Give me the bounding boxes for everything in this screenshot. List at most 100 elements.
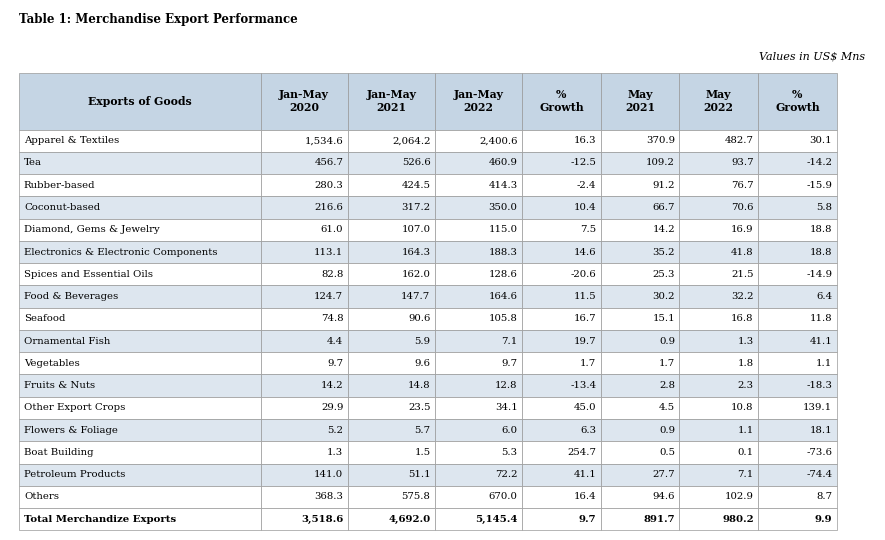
Bar <box>19 130 260 152</box>
Text: 1.3: 1.3 <box>737 336 754 346</box>
Bar <box>260 308 348 330</box>
Bar <box>19 441 260 463</box>
Text: 0.9: 0.9 <box>659 426 675 435</box>
Bar <box>522 241 601 263</box>
Bar <box>348 308 435 330</box>
Text: 670.0: 670.0 <box>489 492 518 502</box>
Bar <box>522 441 601 463</box>
Text: Diamond, Gems & Jewelry: Diamond, Gems & Jewelry <box>24 225 159 234</box>
Text: -12.5: -12.5 <box>571 158 596 167</box>
Text: 1.7: 1.7 <box>580 359 596 368</box>
Bar <box>680 241 758 263</box>
Bar <box>435 508 522 530</box>
Text: 6.0: 6.0 <box>502 426 518 435</box>
Bar <box>758 130 836 152</box>
Text: 15.1: 15.1 <box>652 314 675 323</box>
Text: 90.6: 90.6 <box>408 314 430 323</box>
Text: May
2021: May 2021 <box>625 89 655 113</box>
Bar <box>758 73 836 130</box>
Bar <box>680 397 758 419</box>
Text: 10.8: 10.8 <box>731 403 754 413</box>
Bar <box>758 486 836 508</box>
Bar <box>522 486 601 508</box>
Text: Seafood: Seafood <box>24 314 65 323</box>
Bar <box>758 397 836 419</box>
Bar <box>435 130 522 152</box>
Bar <box>348 152 435 174</box>
Bar <box>601 508 680 530</box>
Text: 216.6: 216.6 <box>314 203 343 212</box>
Text: Electronics & Electronic Components: Electronics & Electronic Components <box>24 247 218 256</box>
Text: -73.6: -73.6 <box>806 448 832 457</box>
Bar <box>758 441 836 463</box>
Text: 891.7: 891.7 <box>643 515 675 524</box>
Bar <box>435 397 522 419</box>
Bar <box>260 174 348 197</box>
Bar <box>435 73 522 130</box>
Bar <box>19 308 260 330</box>
Text: 9.6: 9.6 <box>414 359 430 368</box>
Bar <box>435 308 522 330</box>
Text: 9.7: 9.7 <box>579 515 596 524</box>
Bar <box>348 241 435 263</box>
Text: 16.3: 16.3 <box>573 136 596 145</box>
Bar <box>19 263 260 286</box>
Bar <box>348 463 435 486</box>
Bar <box>522 219 601 241</box>
Text: Other Export Crops: Other Export Crops <box>24 403 126 413</box>
Bar <box>601 197 680 219</box>
Bar <box>522 397 601 419</box>
Text: -13.4: -13.4 <box>570 381 596 390</box>
Bar <box>522 352 601 374</box>
Text: -18.3: -18.3 <box>806 381 832 390</box>
Text: -74.4: -74.4 <box>806 470 832 479</box>
Text: 414.3: 414.3 <box>489 181 518 190</box>
Text: 93.7: 93.7 <box>731 158 754 167</box>
Text: %
Growth: % Growth <box>775 89 820 113</box>
Bar <box>680 308 758 330</box>
Bar <box>435 286 522 308</box>
Text: 5.8: 5.8 <box>816 203 832 212</box>
Text: 74.8: 74.8 <box>320 314 343 323</box>
Bar <box>19 286 260 308</box>
Text: 102.9: 102.9 <box>725 492 754 502</box>
Text: 6.4: 6.4 <box>816 292 832 301</box>
Bar <box>19 73 260 130</box>
Text: 9.7: 9.7 <box>502 359 518 368</box>
Text: 82.8: 82.8 <box>321 270 343 279</box>
Text: 72.2: 72.2 <box>495 470 518 479</box>
Text: 147.7: 147.7 <box>401 292 430 301</box>
Text: 76.7: 76.7 <box>731 181 754 190</box>
Bar <box>680 130 758 152</box>
Bar <box>348 508 435 530</box>
Bar <box>522 130 601 152</box>
Bar <box>348 374 435 397</box>
Text: 21.5: 21.5 <box>731 270 754 279</box>
Text: 980.2: 980.2 <box>722 515 754 524</box>
Text: 1.5: 1.5 <box>414 448 430 457</box>
Bar <box>680 73 758 130</box>
Text: 14.8: 14.8 <box>408 381 430 390</box>
Bar <box>601 419 680 441</box>
Text: 2,400.6: 2,400.6 <box>479 136 518 145</box>
Bar <box>435 241 522 263</box>
Text: 30.1: 30.1 <box>810 136 832 145</box>
Bar <box>601 330 680 352</box>
Text: Spices and Essential Oils: Spices and Essential Oils <box>24 270 153 279</box>
Text: 9.9: 9.9 <box>815 515 832 524</box>
Text: 10.4: 10.4 <box>573 203 596 212</box>
Text: Values in US$ Mns: Values in US$ Mns <box>759 51 866 62</box>
Bar <box>260 241 348 263</box>
Bar <box>435 486 522 508</box>
Text: 526.6: 526.6 <box>402 158 430 167</box>
Bar <box>348 286 435 308</box>
Bar <box>680 441 758 463</box>
Text: Jan-May
2020: Jan-May 2020 <box>279 89 329 113</box>
Bar <box>19 219 260 241</box>
Bar <box>19 152 260 174</box>
Bar <box>435 174 522 197</box>
Text: 25.3: 25.3 <box>652 270 675 279</box>
Bar <box>19 486 260 508</box>
Bar <box>601 130 680 152</box>
Text: 18.8: 18.8 <box>810 225 832 234</box>
